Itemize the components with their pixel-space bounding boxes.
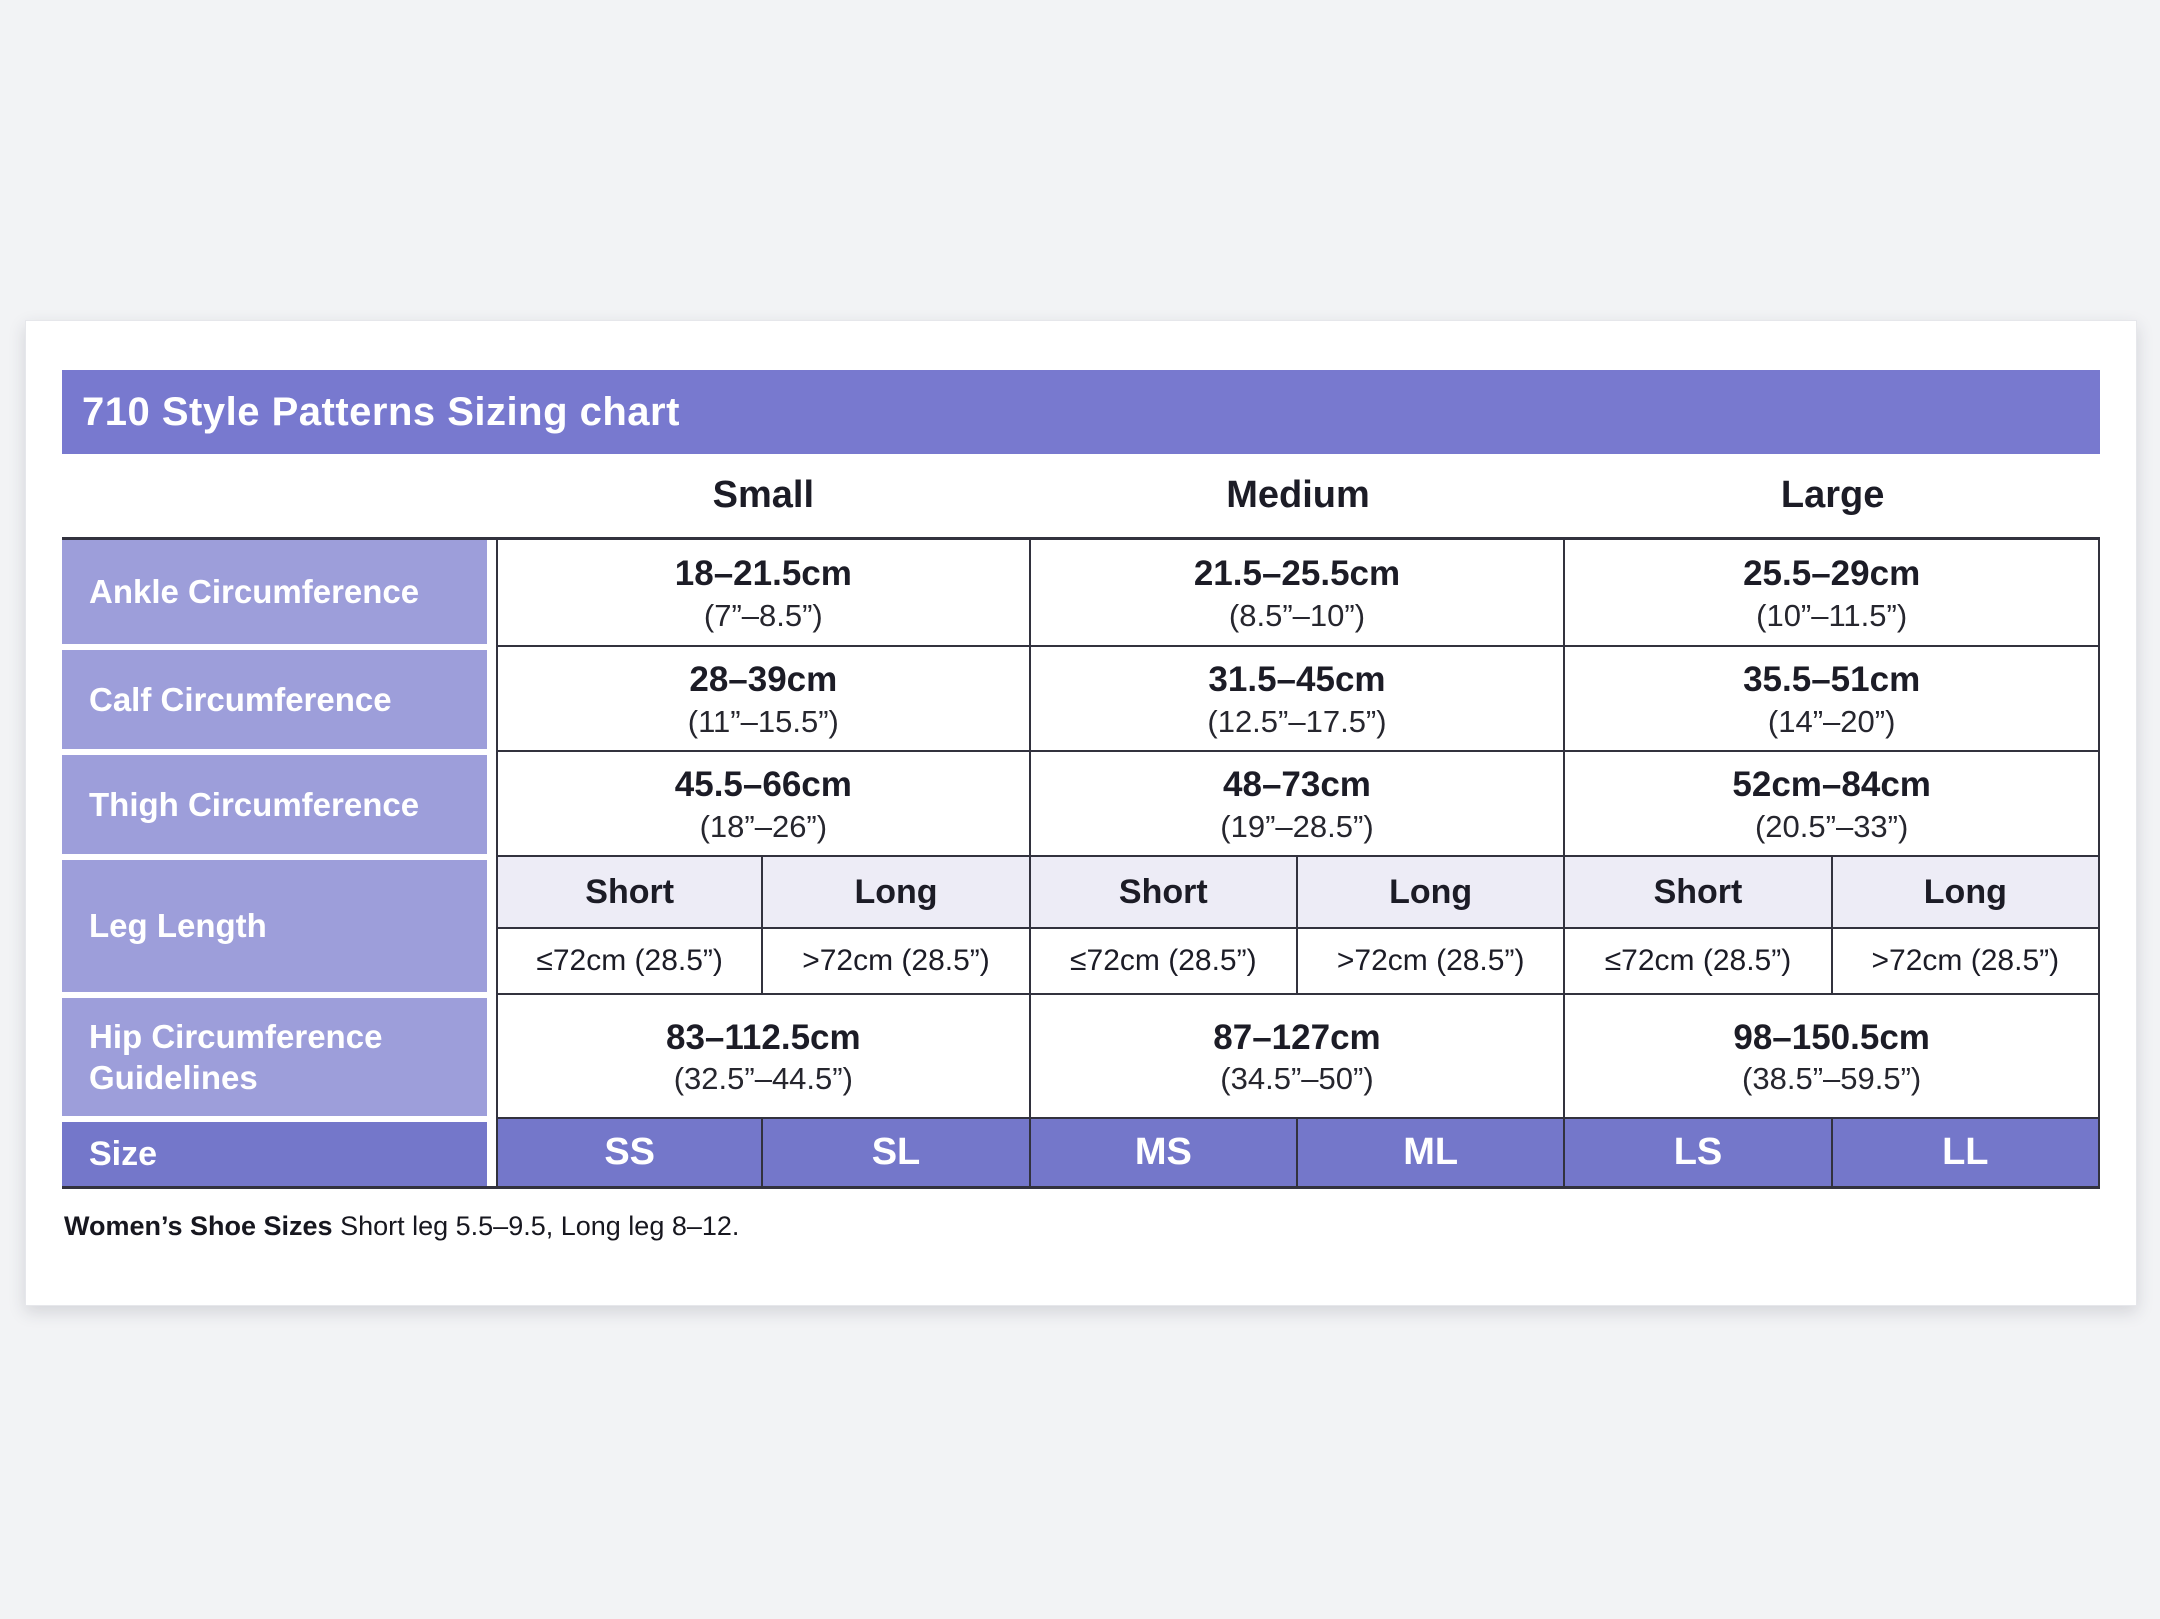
table-row-hip: Hip Circumference Guidelines 83–112.5cm … xyxy=(62,995,2100,1119)
size-code-ml: ML xyxy=(1297,1119,1566,1189)
ankle-medium-cell: 21.5–25.5cm (8.5”–10”) xyxy=(1030,540,1566,647)
leg-value-small-short: ≤72cm (28.5”) xyxy=(496,929,764,995)
size-column-headers: Small Medium Large xyxy=(62,454,2100,537)
value-inches: (10”–11.5”) xyxy=(1756,597,1908,633)
table-row-ankle: Ankle Circumference 18–21.5cm (7”–8.5”) … xyxy=(62,540,2100,647)
chart-title: 710 Style Patterns Sizing chart xyxy=(82,389,680,434)
value-cm: 35.5–51cm xyxy=(1743,660,1921,700)
thigh-small-cell: 45.5–66cm (18”–26”) xyxy=(496,752,1031,857)
leg-subheader-small-short: Short xyxy=(496,857,764,929)
value-cm: 21.5–25.5cm xyxy=(1193,554,1401,594)
footnote-bold-label: Women’s Shoe Sizes xyxy=(64,1211,333,1241)
row-label-cell: Calf Circumference xyxy=(62,647,496,752)
column-header-small: Small xyxy=(712,474,815,516)
column-header-large: Large xyxy=(1780,474,1885,516)
sizing-table: Ankle Circumference 18–21.5cm (7”–8.5”) … xyxy=(62,540,2100,1189)
value-inches: (20.5”–33”) xyxy=(1754,808,1909,844)
value-cm: 18–21.5cm xyxy=(674,554,852,594)
calf-large-cell: 35.5–51cm (14”–20”) xyxy=(1565,647,2100,752)
sizing-chart-card: 710 Style Patterns Sizing chart Small Me… xyxy=(25,320,2137,1306)
value-inches: (19”–28.5”) xyxy=(1220,808,1374,844)
table-row-leg-length-values: ≤72cm (28.5”) >72cm (28.5”) ≤72cm (28.5”… xyxy=(62,929,2100,995)
value-inches: (7”–8.5”) xyxy=(703,597,823,633)
leg-value-medium-short: ≤72cm (28.5”) xyxy=(1030,929,1298,995)
value-cm: 31.5–45cm xyxy=(1208,660,1386,700)
value-cm: 83–112.5cm xyxy=(666,1017,861,1057)
leg-value-large-short: ≤72cm (28.5”) xyxy=(1565,929,1833,995)
thigh-medium-cell: 48–73cm (19”–28.5”) xyxy=(1030,752,1566,857)
row-label: Thigh Circumference xyxy=(62,755,487,854)
value-cm: 87–127cm xyxy=(1213,1017,1381,1057)
size-code-ls: LS xyxy=(1565,1119,1833,1189)
table-row-calf: Calf Circumference 28–39cm (11”–15.5”) 3… xyxy=(62,647,2100,752)
calf-small-cell: 28–39cm (11”–15.5”) xyxy=(496,647,1031,752)
row-label-cell: Thigh Circumference xyxy=(62,752,496,857)
value-cm: 52cm–84cm xyxy=(1732,765,1931,805)
leg-subheader-small-long: Long xyxy=(763,857,1031,929)
value-inches: (18”–26”) xyxy=(699,808,828,844)
leg-subheader-large-long: Long xyxy=(1832,857,2100,929)
value-cm: 25.5–29cm xyxy=(1743,554,1921,594)
ankle-small-cell: 18–21.5cm (7”–8.5”) xyxy=(496,540,1031,647)
table-frame: Ankle Circumference 18–21.5cm (7”–8.5”) … xyxy=(62,537,2100,1189)
leg-value-large-long: >72cm (28.5”) xyxy=(1832,929,2100,995)
hip-medium-cell: 87–127cm (34.5”–50”) xyxy=(1030,995,1566,1119)
size-code-ms: MS xyxy=(1030,1119,1298,1189)
table-row-thigh: Thigh Circumference 45.5–66cm (18”–26”) … xyxy=(62,752,2100,857)
leg-subheader-large-short: Short xyxy=(1565,857,1833,929)
column-header-medium: Medium xyxy=(1226,474,1370,516)
row-label: Size xyxy=(62,1122,487,1186)
row-label-cell: Size xyxy=(62,1119,496,1189)
value-inches: (14”–20”) xyxy=(1767,703,1896,739)
row-label-cell: Hip Circumference Guidelines xyxy=(62,995,496,1119)
row-label: Leg Length xyxy=(62,860,487,992)
row-label: Hip Circumference Guidelines xyxy=(62,998,487,1116)
size-code-ss: SS xyxy=(496,1119,764,1189)
row-label: Ankle Circumference xyxy=(62,540,487,644)
leg-subheader-medium-long: Long xyxy=(1297,857,1566,929)
row-label-cell: Ankle Circumference xyxy=(62,540,496,647)
value-cm: 98–150.5cm xyxy=(1733,1017,1930,1057)
value-inches: (34.5”–50”) xyxy=(1220,1061,1374,1097)
leg-subheader-medium-short: Short xyxy=(1030,857,1298,929)
size-code-ll: LL xyxy=(1832,1119,2100,1189)
calf-medium-cell: 31.5–45cm (12.5”–17.5”) xyxy=(1030,647,1566,752)
hip-small-cell: 83–112.5cm (32.5”–44.5”) xyxy=(496,995,1031,1119)
leg-value-medium-long: >72cm (28.5”) xyxy=(1297,929,1566,995)
table-row-leg-length-subheader: Leg Length Short Long Short Long Short L… xyxy=(62,857,2100,995)
size-code-sl: SL xyxy=(763,1119,1031,1189)
value-inches: (32.5”–44.5”) xyxy=(673,1061,853,1097)
hip-large-cell: 98–150.5cm (38.5”–59.5”) xyxy=(1565,995,2100,1119)
value-cm: 28–39cm xyxy=(689,660,838,700)
value-cm: 48–73cm xyxy=(1223,765,1371,805)
row-label: Calf Circumference xyxy=(62,650,487,749)
shoe-sizes-footnote: Women’s Shoe Sizes Short leg 5.5–9.5, Lo… xyxy=(64,1211,2100,1242)
table-row-size: Size SS SL MS ML LS LL xyxy=(62,1119,2100,1189)
value-inches: (12.5”–17.5”) xyxy=(1207,703,1387,739)
chart-title-bar: 710 Style Patterns Sizing chart xyxy=(62,370,2100,454)
value-inches: (38.5”–59.5”) xyxy=(1742,1061,1922,1097)
value-inches: (8.5”–10”) xyxy=(1228,597,1366,633)
row-label-cell: Leg Length xyxy=(62,857,496,995)
value-inches: (11”–15.5”) xyxy=(687,703,839,739)
ankle-large-cell: 25.5–29cm (10”–11.5”) xyxy=(1565,540,2100,647)
footnote-text: Short leg 5.5–9.5, Long leg 8–12. xyxy=(332,1211,740,1241)
thigh-large-cell: 52cm–84cm (20.5”–33”) xyxy=(1565,752,2100,857)
value-cm: 45.5–66cm xyxy=(674,765,852,805)
leg-value-small-long: >72cm (28.5”) xyxy=(763,929,1031,995)
